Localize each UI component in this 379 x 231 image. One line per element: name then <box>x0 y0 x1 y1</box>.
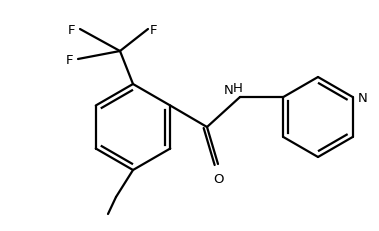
Text: F: F <box>66 53 73 66</box>
Text: O: O <box>213 172 223 185</box>
Text: F: F <box>150 23 158 36</box>
Text: H: H <box>233 82 243 94</box>
Text: N: N <box>358 91 367 104</box>
Text: F: F <box>67 23 75 36</box>
Text: N: N <box>224 84 234 97</box>
